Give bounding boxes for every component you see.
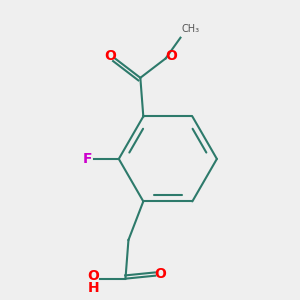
Text: O: O [165, 49, 177, 62]
Text: F: F [83, 152, 92, 166]
Text: O: O [104, 49, 116, 62]
Text: H: H [88, 281, 100, 295]
Text: CH₃: CH₃ [182, 24, 200, 34]
Text: O: O [154, 267, 166, 281]
Text: O: O [88, 269, 100, 283]
